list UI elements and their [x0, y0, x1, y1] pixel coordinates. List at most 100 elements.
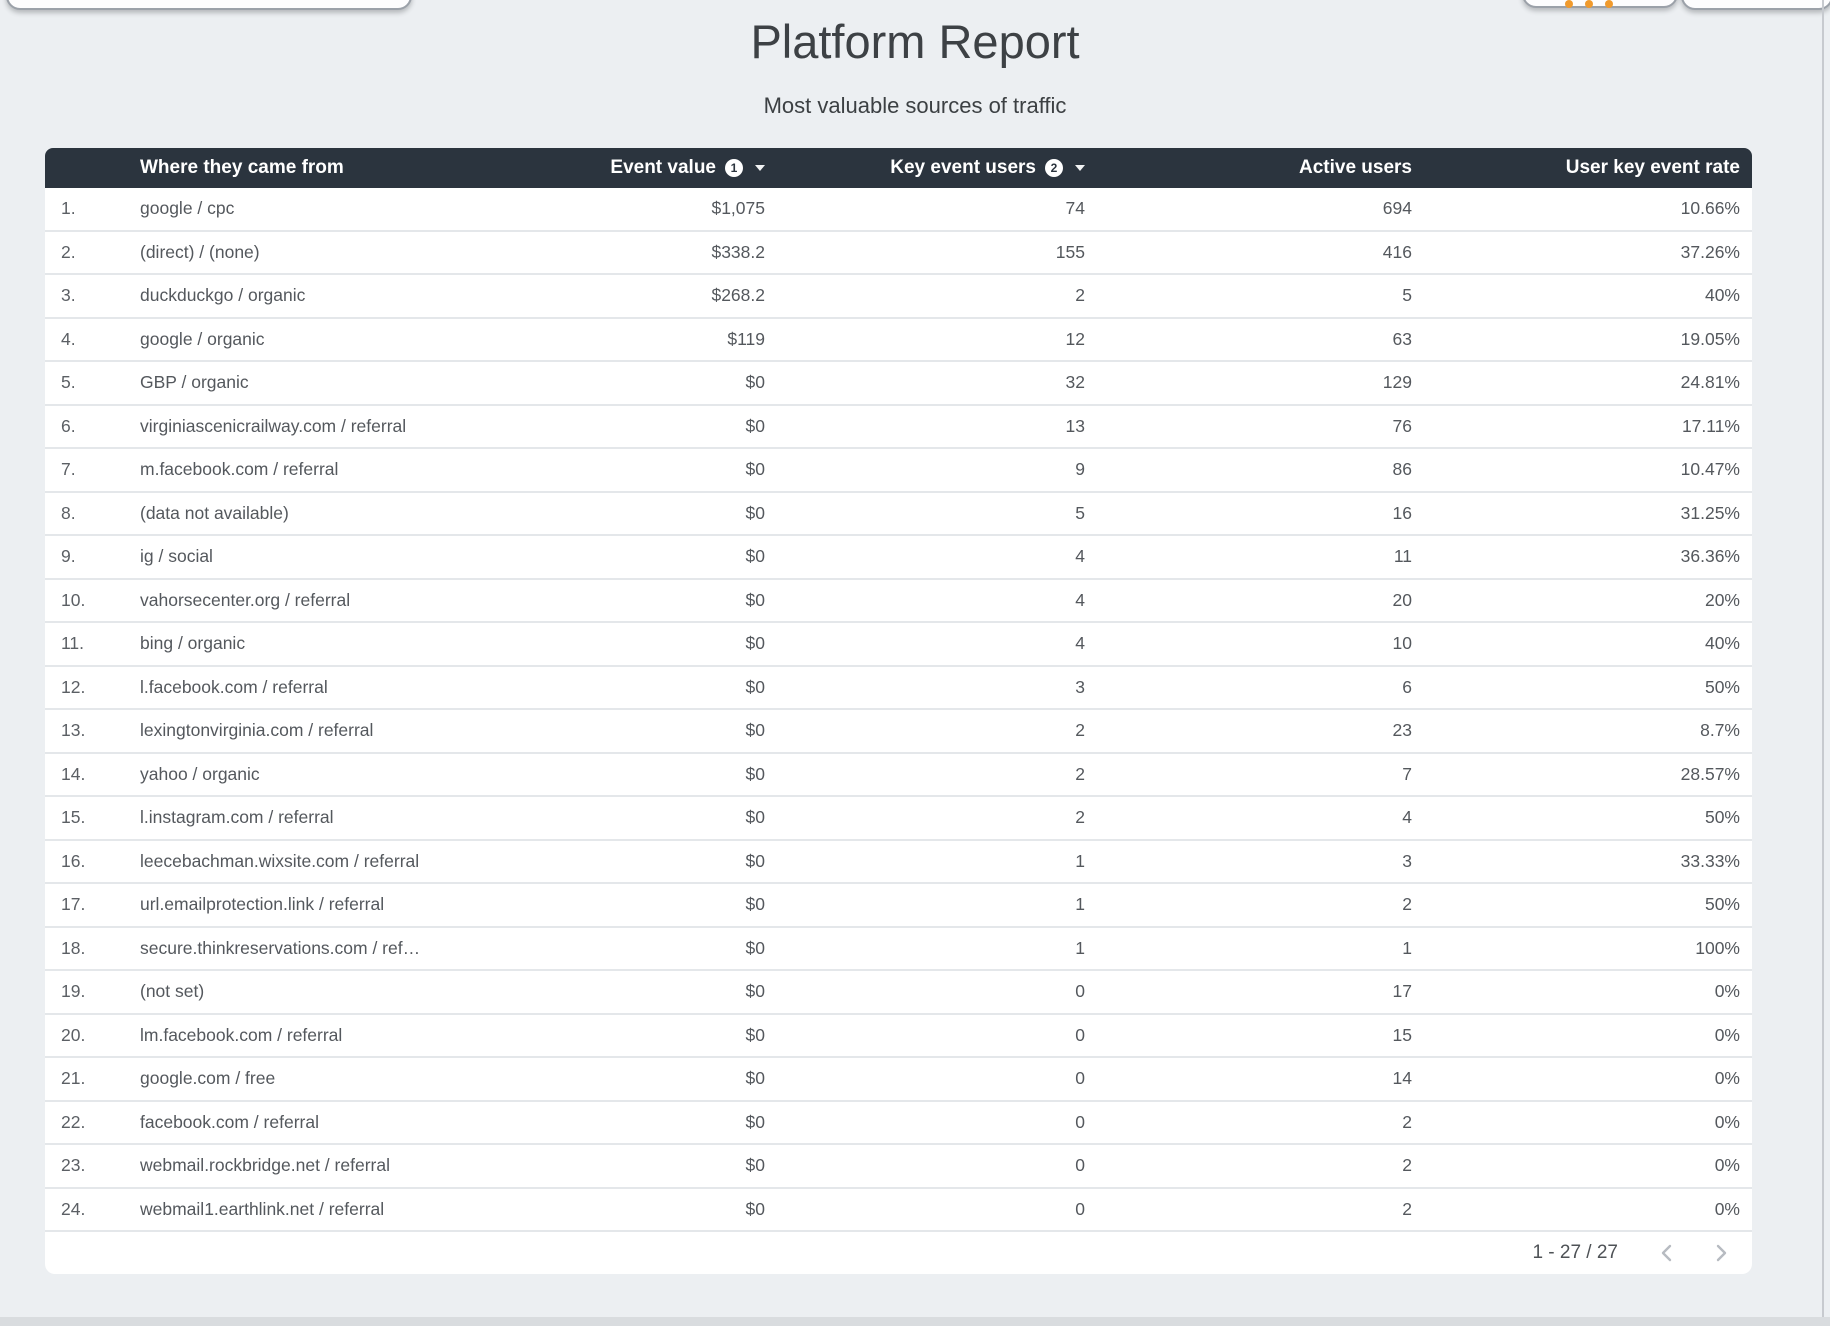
table-row: 8. (data not available) $0 5 16 31.25%: [45, 492, 1752, 536]
cell-rank: 22.: [61, 1111, 86, 1132]
table-row: 13. lexingtonvirginia.com / referral $0 …: [45, 710, 1752, 754]
cell-event-value: $0: [745, 1111, 765, 1132]
cell-key-event-users: 74: [1065, 198, 1085, 219]
cell-active-users: 5: [1402, 285, 1412, 306]
cell-key-event-users: 0: [1075, 1024, 1085, 1045]
cell-rate: 100%: [1695, 937, 1740, 958]
cell-active-users: 14: [1392, 1068, 1412, 1089]
cell-rank: 23.: [61, 1155, 86, 1176]
cell-source: webmail1.earthlink.net / referral: [140, 1198, 385, 1219]
cell-event-value: $0: [745, 1024, 765, 1045]
header-cell-user-key-event-rate[interactable]: User key event rate: [1424, 148, 1752, 188]
header-key-event-users-label: Key event users: [890, 157, 1036, 178]
cell-active-users: 694: [1382, 198, 1412, 219]
cell-key-event-users: 12: [1065, 328, 1085, 349]
cell-source: vahorsecenter.org / referral: [140, 589, 351, 610]
cell-active-users: 6: [1402, 676, 1412, 697]
browser-fragment-right: [1681, 0, 1830, 10]
cell-source: (data not available): [140, 502, 289, 523]
header-source-label: Where they came from: [140, 157, 344, 178]
cell-rank: 18.: [61, 937, 86, 958]
cell-rate: 0%: [1714, 1111, 1740, 1132]
cell-event-value: $0: [745, 720, 765, 741]
cell-source: bing / organic: [140, 633, 246, 654]
cell-source: webmail.rockbridge.net / referral: [140, 1155, 390, 1176]
cell-active-users: 2: [1402, 894, 1412, 915]
cell-active-users: 20: [1392, 589, 1412, 610]
cell-rank: 13.: [61, 720, 86, 741]
header-event-value-label: Event value: [610, 157, 716, 178]
cell-key-event-users: 155: [1055, 241, 1085, 262]
cell-key-event-users: 0: [1075, 981, 1085, 1002]
cell-rank: 1.: [61, 198, 76, 219]
cell-event-value: $0: [745, 415, 765, 436]
cell-event-value: $268.2: [711, 285, 765, 306]
header-cell-event-value[interactable]: Event value 1: [427, 148, 777, 188]
orange-dot-icon: [1565, 0, 1573, 8]
header-cell-source[interactable]: Where they came from: [115, 148, 427, 188]
cell-source: google.com / free: [140, 1068, 276, 1089]
cell-rate: 40%: [1704, 633, 1740, 654]
cell-rate: 33.33%: [1680, 850, 1740, 871]
cell-source: virginiascenicrailway.com / referral: [140, 415, 407, 436]
report-table: Where they came from Event value 1 Key e…: [45, 148, 1752, 1274]
cell-key-event-users: 3: [1075, 676, 1085, 697]
cell-event-value: $0: [745, 1198, 765, 1219]
table-row: 24. webmail1.earthlink.net / referral $0…: [45, 1188, 1752, 1232]
table-row: 20. lm.facebook.com / referral $0 0 15 0…: [45, 1014, 1752, 1058]
orange-dot-icon: [1585, 0, 1593, 8]
cell-source: m.facebook.com / referral: [140, 459, 339, 480]
browser-fragment-left: [6, 0, 412, 10]
cell-event-value: $338.2: [711, 241, 765, 262]
table-row: 2. (direct) / (none) $338.2 155 416 37.2…: [45, 231, 1752, 275]
cell-active-users: 23: [1392, 720, 1412, 741]
cell-active-users: 7: [1402, 763, 1412, 784]
page-subtitle: Most valuable sources of traffic: [763, 93, 1067, 118]
cell-source: lexingtonvirginia.com / referral: [140, 720, 374, 741]
cell-active-users: 76: [1392, 415, 1412, 436]
table-row: 21. google.com / free $0 0 14 0%: [45, 1058, 1752, 1102]
cell-source: facebook.com / referral: [140, 1111, 319, 1132]
cell-rate: 0%: [1714, 1068, 1740, 1089]
cell-rate: 40%: [1704, 285, 1740, 306]
cell-active-users: 2: [1402, 1155, 1412, 1176]
cell-rate: 50%: [1704, 894, 1740, 915]
cell-event-value: $0: [745, 372, 765, 393]
table-footer: 1 - 27 / 27: [45, 1232, 1752, 1274]
cell-source: google / cpc: [140, 198, 235, 219]
cell-source: l.instagram.com / referral: [140, 807, 334, 828]
cell-key-event-users: 1: [1075, 850, 1085, 871]
cell-rate: 20%: [1704, 589, 1740, 610]
cell-active-users: 3: [1402, 850, 1412, 871]
cell-event-value: $0: [745, 589, 765, 610]
table-row: 5. GBP / organic $0 32 129 24.81%: [45, 362, 1752, 406]
header-cell-active-users[interactable]: Active users: [1097, 148, 1424, 188]
cell-event-value: $0: [745, 459, 765, 480]
table-row: 12. l.facebook.com / referral $0 3 6 50%: [45, 666, 1752, 710]
table-row: 17. url.emailprotection.link / referral …: [45, 884, 1752, 928]
cell-source: ig / social: [140, 546, 213, 567]
cell-rank: 4.: [61, 328, 76, 349]
header-user-key-event-rate-label: User key event rate: [1565, 157, 1740, 178]
cell-rank: 10.: [61, 589, 86, 610]
cell-event-value: $0: [745, 676, 765, 697]
header-cell-key-event-users[interactable]: Key event users 2: [777, 148, 1097, 188]
cell-rate: 10.66%: [1680, 198, 1740, 219]
prev-page-button[interactable]: [1654, 1240, 1680, 1266]
cell-active-users: 129: [1382, 372, 1412, 393]
cell-source: lm.facebook.com / referral: [140, 1024, 343, 1045]
cell-key-event-users: 9: [1075, 459, 1085, 480]
cell-event-value: $0: [745, 981, 765, 1002]
sort-caret-icon[interactable]: [755, 165, 765, 171]
cell-source: leecebachman.wixsite.com / referral: [140, 850, 420, 871]
sort-caret-icon[interactable]: [1075, 165, 1085, 171]
cell-source: GBP / organic: [140, 372, 249, 393]
footnote-badge-2: 2: [1045, 159, 1063, 177]
table-row: 10. vahorsecenter.org / referral $0 4 20…: [45, 579, 1752, 623]
table-row: 1. google / cpc $1,075 74 694 10.66%: [45, 188, 1752, 232]
table-body: 1. google / cpc $1,075 74 694 10.66% 2. …: [45, 188, 1752, 1232]
cell-rank: 21.: [61, 1068, 86, 1089]
cell-rate: 36.36%: [1680, 546, 1740, 567]
cell-key-event-users: 1: [1075, 894, 1085, 915]
next-page-button[interactable]: [1708, 1240, 1734, 1266]
